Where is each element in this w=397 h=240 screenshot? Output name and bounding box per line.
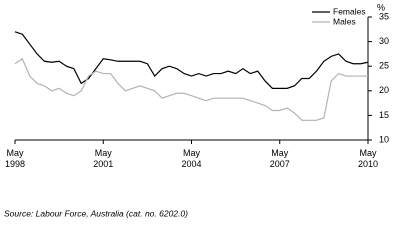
x-tick-label: May 2007 xyxy=(269,148,290,169)
x-tick-label: May 2001 xyxy=(93,148,114,169)
series-line xyxy=(14,31,369,89)
y-tick-label: 15 xyxy=(379,110,389,120)
x-tick-label: May 2004 xyxy=(181,148,202,169)
series-line xyxy=(14,57,368,121)
chart-container: % Source: Labour Force, Australia (cat. … xyxy=(4,2,389,218)
legend-label: Males xyxy=(333,16,356,26)
legend-label: Females xyxy=(333,6,366,16)
y-tick-label: 10 xyxy=(379,134,389,144)
x-tick-label: May 2010 xyxy=(357,148,379,169)
source-note: Source: Labour Force, Australia (cat. no… xyxy=(4,208,188,218)
y-tick-label: 20 xyxy=(379,85,389,95)
y-tick-label: 30 xyxy=(379,36,389,46)
y-tick-label: 25 xyxy=(379,61,389,71)
y-tick-label: 35 xyxy=(379,11,389,21)
y-axis-label: % xyxy=(377,2,385,12)
x-tick-label: May 1998 xyxy=(4,148,26,169)
chart: % Source: Labour Force, Australia (cat. … xyxy=(4,2,389,218)
